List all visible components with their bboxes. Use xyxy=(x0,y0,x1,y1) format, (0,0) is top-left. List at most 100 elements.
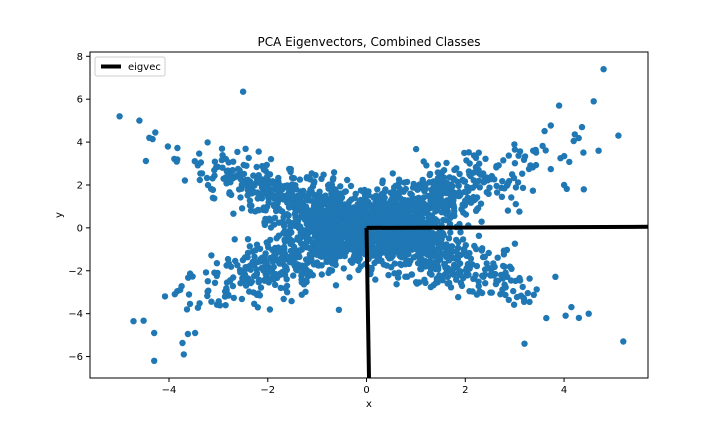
scatter-point xyxy=(332,261,339,269)
x-tick-label: 0 xyxy=(363,385,369,396)
scatter-point xyxy=(511,146,519,153)
scatter-point xyxy=(521,340,528,347)
scatter-point xyxy=(512,184,520,191)
scatter-point xyxy=(401,213,408,220)
scatter-point xyxy=(450,196,457,204)
scatter-point xyxy=(286,165,293,173)
scatter-point xyxy=(502,284,509,291)
scatter-point xyxy=(205,287,212,294)
scatter-point xyxy=(467,255,475,262)
scatter-point xyxy=(365,192,372,199)
scatter-point xyxy=(480,179,488,186)
scatter-point xyxy=(277,207,284,214)
scatter-point xyxy=(223,176,230,183)
scatter-point xyxy=(590,98,597,105)
scatter-point xyxy=(352,190,359,197)
scatter-point xyxy=(570,137,577,145)
scatter-point xyxy=(427,266,435,273)
scatter-point xyxy=(209,186,217,193)
scatter-point xyxy=(229,282,237,290)
scatter-point xyxy=(514,179,522,186)
scatter-point xyxy=(177,286,184,294)
scatter-point xyxy=(275,174,282,182)
scatter-point xyxy=(416,237,423,245)
scatter-point xyxy=(281,227,288,235)
scatter-point xyxy=(264,173,271,180)
scatter-point xyxy=(413,197,420,204)
scatter-point xyxy=(295,194,302,202)
scatter-point xyxy=(203,174,211,182)
scatter-point xyxy=(204,139,211,146)
scatter-point xyxy=(512,200,519,208)
scatter-point xyxy=(454,269,462,277)
scatter-point xyxy=(543,314,550,322)
scatter-point xyxy=(204,278,211,285)
scatter-point xyxy=(361,209,369,216)
scatter-point xyxy=(355,213,362,220)
scatter-point xyxy=(402,231,409,239)
scatter-point xyxy=(302,288,309,295)
scatter-point xyxy=(580,149,587,156)
scatter-point xyxy=(346,198,353,205)
scatter-point xyxy=(316,252,324,260)
scatter-point xyxy=(331,192,338,199)
scatter-point xyxy=(516,208,523,215)
scatter-point xyxy=(426,179,433,186)
scatter-point xyxy=(288,184,295,191)
scatter-point xyxy=(259,190,266,197)
scatter-point xyxy=(259,178,267,185)
y-axis: −6 −4 −2 0 2 4 6 8 xyxy=(68,52,90,363)
scatter-point xyxy=(485,190,492,197)
scatter-point xyxy=(382,215,389,222)
scatter-point xyxy=(515,152,522,159)
scatter-point xyxy=(530,291,537,298)
scatter-point xyxy=(395,176,403,183)
scatter-point xyxy=(296,176,304,183)
scatter-point xyxy=(378,208,386,215)
scatter-point xyxy=(322,247,329,254)
scatter-point xyxy=(255,207,263,214)
scatter-point xyxy=(510,287,517,295)
y-tick-label: 0 xyxy=(77,223,83,234)
scatter-point xyxy=(488,270,495,278)
scatter-point xyxy=(271,281,279,288)
scatter-point xyxy=(505,296,512,304)
scatter-point xyxy=(478,218,485,225)
eigvec-line xyxy=(366,224,648,230)
scatter-point xyxy=(566,158,573,166)
scatter-point xyxy=(213,260,221,267)
scatter-point xyxy=(287,247,294,255)
scatter-point xyxy=(445,257,453,264)
scatter-point xyxy=(307,186,314,193)
scatter-point xyxy=(260,204,267,211)
scatter-point xyxy=(223,279,231,286)
scatter-point xyxy=(443,198,451,206)
scatter-point xyxy=(455,293,462,301)
scatter-point xyxy=(330,169,338,176)
scatter-point xyxy=(275,244,282,251)
scatter-point xyxy=(234,148,241,156)
scatter-point xyxy=(600,66,607,73)
scatter-point xyxy=(354,203,362,211)
scatter-point xyxy=(507,277,515,284)
scatter-point xyxy=(292,208,299,215)
y-tick-label: 4 xyxy=(77,138,83,149)
scatter-point xyxy=(230,158,237,165)
scatter-point xyxy=(417,214,425,222)
scatter-point xyxy=(312,207,319,214)
scatter-point xyxy=(324,224,331,232)
scatter-point xyxy=(313,235,320,242)
scatter-point xyxy=(116,113,123,120)
scatter-point xyxy=(255,148,262,155)
scatter-point xyxy=(202,269,210,276)
scatter-point xyxy=(331,252,339,260)
scatter-point xyxy=(505,152,512,159)
scatter-point xyxy=(494,254,501,261)
scatter-point xyxy=(243,162,250,169)
scatter-point xyxy=(448,243,456,250)
scatter-point xyxy=(487,289,494,296)
scatter-point xyxy=(260,166,268,173)
scatter-point xyxy=(277,259,284,266)
scatter-point xyxy=(223,168,230,175)
scatter-point xyxy=(542,147,549,154)
